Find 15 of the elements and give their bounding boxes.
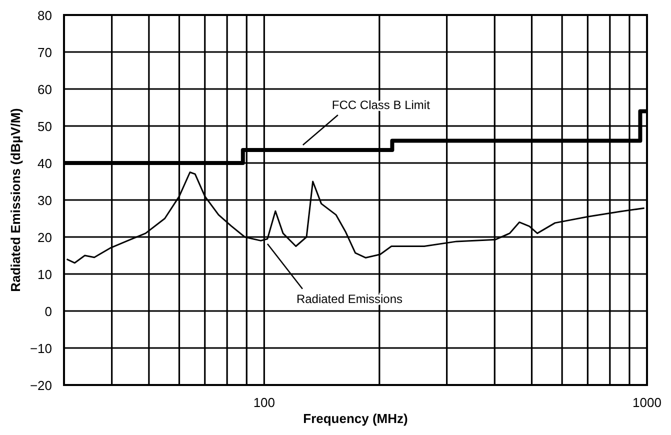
x-axis-title: Frequency (MHz) (303, 411, 408, 426)
y-tick-label: 50 (38, 119, 52, 134)
y-axis-title: Radiated Emissions (dBµV/M) (8, 108, 23, 292)
y-tick-label: 10 (38, 267, 52, 282)
y-tick-label: 0 (44, 304, 52, 319)
y-tick-label: 70 (38, 45, 52, 60)
y-tick-label: 30 (38, 193, 52, 208)
y-tick-label: 80 (38, 8, 52, 23)
y-tick-label: −10 (30, 341, 52, 356)
x-tick-label: 100 (253, 395, 276, 410)
y-tick-label: 20 (38, 230, 52, 245)
x-tick-label: 1000 (632, 395, 662, 410)
y-tick-label: 40 (38, 156, 52, 171)
y-tick-label: −20 (30, 378, 52, 393)
y-tick-label: 60 (38, 82, 52, 97)
